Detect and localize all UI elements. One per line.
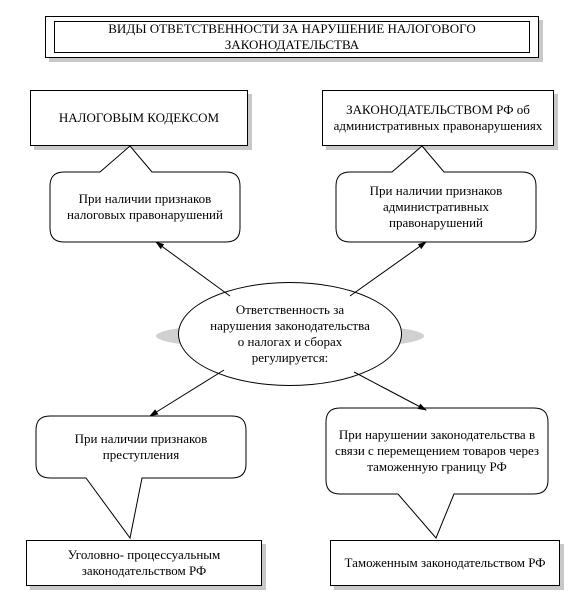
rect-criminal-law: Уголовно- процессуальным законодательств… [26,540,262,586]
rect-customs-law: Таможенным законодательством РФ [330,540,560,586]
diagram-canvas: ВИДЫ ОТВЕТСТВЕННОСТИ ЗА НАРУШЕНИЕ НАЛОГО… [0,0,583,602]
arrow-to-tr [350,242,426,296]
arrow-to-bl [150,370,224,416]
arrow-to-br [354,372,426,410]
arrows-svg [0,0,583,602]
arrow-to-tl [156,242,230,296]
